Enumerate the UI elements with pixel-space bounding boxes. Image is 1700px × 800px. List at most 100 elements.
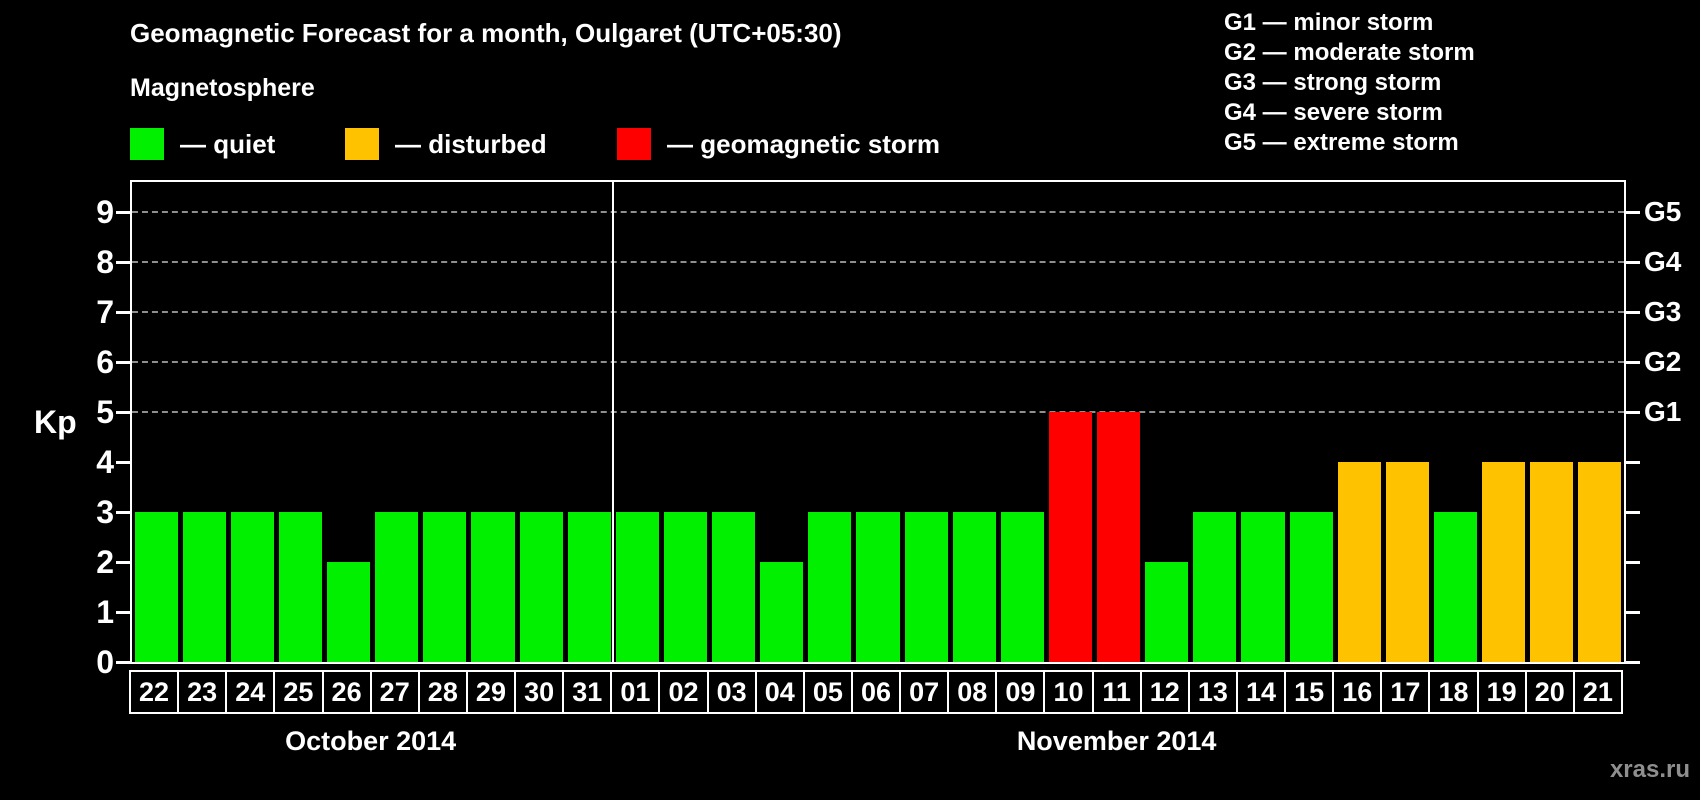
kp-bar-day-11 [1097, 412, 1141, 662]
y-axis-title: Kp [34, 404, 77, 440]
y-tick-label-0: 0 [96, 644, 114, 680]
kp-bar-day-27 [375, 512, 419, 662]
g-storm-legend: G1 — minor storm G2 — moderate storm G3 … [1224, 8, 1475, 158]
kp-bar-day-22 [134, 512, 178, 662]
day-cell-05: 05 [802, 670, 853, 714]
right-axis-label-g3: G3 [1644, 296, 1682, 327]
month-label: November 2014 [1016, 726, 1217, 756]
kp-bar-day-14 [1241, 512, 1285, 662]
kp-bar-day-03 [712, 512, 756, 662]
kp-bar-day-31 [567, 512, 611, 662]
kp-bar-day-10 [1048, 412, 1093, 662]
gridline-kp9 [132, 211, 1624, 213]
kp-bar-day-06 [856, 512, 900, 662]
y-tick-left-1 [116, 610, 130, 614]
y-tick-label-3: 3 [96, 494, 114, 530]
kp-bar-day-25 [278, 512, 322, 662]
plot-area [116, 180, 1640, 664]
y-tick-label-1: 1 [96, 594, 114, 630]
kp-bar-day-21 [1578, 462, 1622, 662]
month-separator [612, 182, 615, 662]
gridline-kp8 [132, 261, 1624, 263]
kp-bar-day-13 [1193, 512, 1237, 662]
y-tick-right-5 [1626, 410, 1640, 414]
kp-bar-day-02 [663, 512, 708, 662]
day-cell-26: 26 [321, 670, 372, 714]
day-cell-07: 07 [899, 670, 950, 714]
kp-bar-day-04 [760, 562, 804, 662]
y-tick-right-7 [1626, 310, 1640, 314]
day-cell-02: 02 [658, 670, 709, 714]
g-legend-line-g4: G4 — severe storm [1224, 99, 1443, 126]
day-cell-10: 10 [1043, 670, 1094, 714]
day-cell-11: 11 [1091, 670, 1142, 714]
day-cell-04: 04 [754, 670, 805, 714]
chart-title: Geomagnetic Forecast for a month, Oulgar… [130, 18, 842, 48]
y-tick-label-8: 8 [96, 244, 114, 280]
y-tick-right-9 [1626, 210, 1640, 214]
y-tick-right-0 [1626, 660, 1640, 664]
g-legend-line-g1: G1 — minor storm [1224, 9, 1434, 36]
legend-swatch-storm [617, 128, 651, 160]
y-tick-left-7 [116, 310, 130, 314]
day-cell-14: 14 [1235, 670, 1287, 714]
day-cell-17: 17 [1380, 670, 1431, 714]
day-cell-12: 12 [1139, 670, 1190, 714]
kp-bar-day-24 [230, 512, 274, 662]
day-cell-24: 24 [225, 670, 276, 714]
day-cell-15: 15 [1284, 670, 1335, 714]
y-tick-right-3 [1626, 510, 1640, 514]
legend-swatch-disturbed [345, 128, 379, 160]
month-label: October 2014 [285, 726, 457, 756]
y-tick-right-1 [1626, 610, 1640, 614]
gridline-kp7 [132, 311, 1624, 313]
magnetosphere-heading: Magnetosphere [130, 74, 315, 102]
g-legend-line-g2: G2 — moderate storm [1224, 39, 1475, 66]
y-tick-label-6: 6 [96, 344, 114, 380]
day-cell-01: 01 [610, 670, 661, 714]
right-axis-label-g5: G5 [1644, 196, 1682, 227]
kp-bar-day-08 [952, 512, 996, 662]
y-tick-left-3 [116, 510, 130, 514]
kp-bar-day-18 [1433, 512, 1478, 662]
right-axis-label-g4: G4 [1644, 246, 1682, 277]
y-tick-left-8 [116, 260, 130, 264]
kp-bar-day-17 [1385, 462, 1429, 662]
kp-bar-day-12 [1145, 562, 1189, 662]
g-legend-line-g3: G3 — strong storm [1224, 69, 1442, 96]
day-cell-25: 25 [273, 670, 324, 714]
y-tick-right-6 [1626, 360, 1640, 364]
kp-bar-day-28 [423, 512, 467, 662]
y-tick-left-5 [116, 410, 130, 414]
day-cell-27: 27 [369, 670, 420, 714]
day-cell-31: 31 [562, 670, 613, 714]
y-tick-right-2 [1626, 560, 1640, 564]
y-tick-label-9: 9 [96, 194, 114, 230]
kp-bar-day-05 [808, 512, 852, 662]
y-tick-left-2 [116, 560, 130, 564]
y-tick-label-2: 2 [96, 544, 114, 580]
y-tick-label-7: 7 [96, 294, 114, 330]
day-cell-03: 03 [706, 670, 757, 714]
y-tick-left-0 [116, 660, 130, 664]
right-axis-label-g1: G1 [1644, 396, 1682, 427]
day-cell-09: 09 [995, 670, 1046, 714]
day-cell-29: 29 [465, 670, 517, 714]
kp-bar-day-19 [1482, 462, 1526, 662]
day-cell-16: 16 [1332, 670, 1383, 714]
y-tick-right-8 [1626, 260, 1640, 264]
kp-bar-day-29 [471, 512, 515, 662]
y-tick-label-4: 4 [96, 444, 114, 480]
gridline-kp6 [132, 361, 1624, 363]
day-axis-row: 22 23 24 25 26 27 28 29 30 31 01 02 03 04 05 06 07 08 09 10… [129, 670, 1626, 714]
day-cell-30: 30 [514, 670, 565, 714]
day-cell-18: 18 [1428, 670, 1479, 714]
y-tick-left-9 [116, 210, 130, 214]
day-cell-21: 21 [1572, 670, 1623, 714]
legend-label-quiet: — quiet [180, 129, 276, 159]
legend-label-storm: — geomagnetic storm [667, 129, 941, 159]
kp-bar-day-15 [1289, 512, 1333, 662]
kp-bar-day-09 [1000, 512, 1044, 662]
gridline-kp5 [132, 411, 1624, 413]
kp-bar-day-16 [1337, 462, 1381, 662]
